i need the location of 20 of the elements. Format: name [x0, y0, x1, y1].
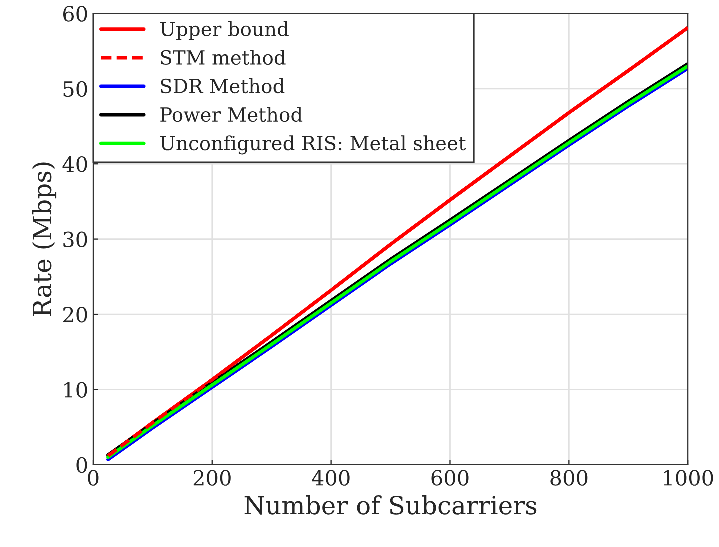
y-tick-label: 40: [62, 156, 88, 172]
x-tick-label: 600: [432, 470, 469, 486]
y-axis-title: Rate (Mbps): [32, 162, 57, 316]
legend-label: STM method: [161, 50, 286, 66]
y-tick-label: 50: [64, 81, 88, 98]
x-axis-title: Number of Subcarriers: [244, 496, 537, 515]
x-tick-label: 800: [550, 470, 588, 486]
y-tick-label: 10: [64, 382, 88, 398]
y-tick-label: 30: [64, 232, 88, 248]
y-tick-label: 0: [76, 457, 88, 474]
x-tick-label: 200: [194, 470, 231, 486]
x-tick-label: 400: [312, 470, 350, 486]
y-tick-label: 60: [63, 6, 88, 22]
legend-label: Unconfigured RIS: Metal sheet: [160, 136, 466, 155]
legend-label: SDR Method: [161, 78, 285, 94]
x-tick-label: 0: [88, 470, 99, 486]
legend-label: Upper bound: [160, 21, 289, 40]
y-tick-label: 20: [64, 306, 88, 323]
legend-label: Power Method: [160, 107, 303, 122]
x-tick-label: 1000: [664, 470, 714, 486]
